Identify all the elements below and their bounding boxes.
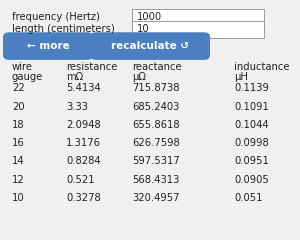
FancyBboxPatch shape xyxy=(132,9,264,26)
Text: 0.0905: 0.0905 xyxy=(234,174,269,185)
Text: 626.7598: 626.7598 xyxy=(132,138,180,148)
Text: 715.8738: 715.8738 xyxy=(132,83,179,93)
Text: 5.4134: 5.4134 xyxy=(66,83,101,93)
Text: 2.0948: 2.0948 xyxy=(66,120,101,130)
Text: recalculate ↺: recalculate ↺ xyxy=(111,41,189,51)
Text: wire: wire xyxy=(12,62,33,72)
Text: gauge: gauge xyxy=(12,72,43,82)
Text: 320.4957: 320.4957 xyxy=(132,193,179,203)
Text: 0.0998: 0.0998 xyxy=(234,138,269,148)
Text: 14: 14 xyxy=(12,156,25,166)
Text: 18: 18 xyxy=(12,120,25,130)
Text: 597.5317: 597.5317 xyxy=(132,156,180,166)
Text: resistance: resistance xyxy=(66,62,117,72)
Text: 3.33: 3.33 xyxy=(66,102,88,112)
Text: 0.1139: 0.1139 xyxy=(234,83,269,93)
Text: μH: μH xyxy=(234,72,248,82)
Text: 0.1091: 0.1091 xyxy=(234,102,269,112)
FancyBboxPatch shape xyxy=(132,21,264,38)
Text: 20: 20 xyxy=(12,102,25,112)
Text: inductance: inductance xyxy=(234,62,290,72)
Text: 568.4313: 568.4313 xyxy=(132,174,179,185)
Text: frequency (Hertz): frequency (Hertz) xyxy=(12,12,100,22)
Text: 1000: 1000 xyxy=(136,12,162,22)
Text: 0.1044: 0.1044 xyxy=(234,120,268,130)
Text: 10: 10 xyxy=(12,193,25,203)
FancyBboxPatch shape xyxy=(3,32,93,60)
Text: μΩ: μΩ xyxy=(132,72,146,82)
FancyBboxPatch shape xyxy=(90,32,210,60)
Text: 1.3176: 1.3176 xyxy=(66,138,101,148)
Text: 0.3278: 0.3278 xyxy=(66,193,101,203)
Text: 10: 10 xyxy=(136,24,149,34)
Text: 685.2403: 685.2403 xyxy=(132,102,179,112)
Text: 12: 12 xyxy=(12,174,25,185)
Text: 22: 22 xyxy=(12,83,25,93)
Text: 0.8284: 0.8284 xyxy=(66,156,100,166)
Text: 16: 16 xyxy=(12,138,25,148)
Text: ← more: ← more xyxy=(27,41,69,51)
Text: 0.521: 0.521 xyxy=(66,174,94,185)
Text: 655.8618: 655.8618 xyxy=(132,120,180,130)
Text: 0.051: 0.051 xyxy=(234,193,262,203)
Text: length (centimeters): length (centimeters) xyxy=(12,24,115,34)
Text: 0.0951: 0.0951 xyxy=(234,156,269,166)
Text: reactance: reactance xyxy=(132,62,182,72)
Text: mΩ: mΩ xyxy=(66,72,83,82)
